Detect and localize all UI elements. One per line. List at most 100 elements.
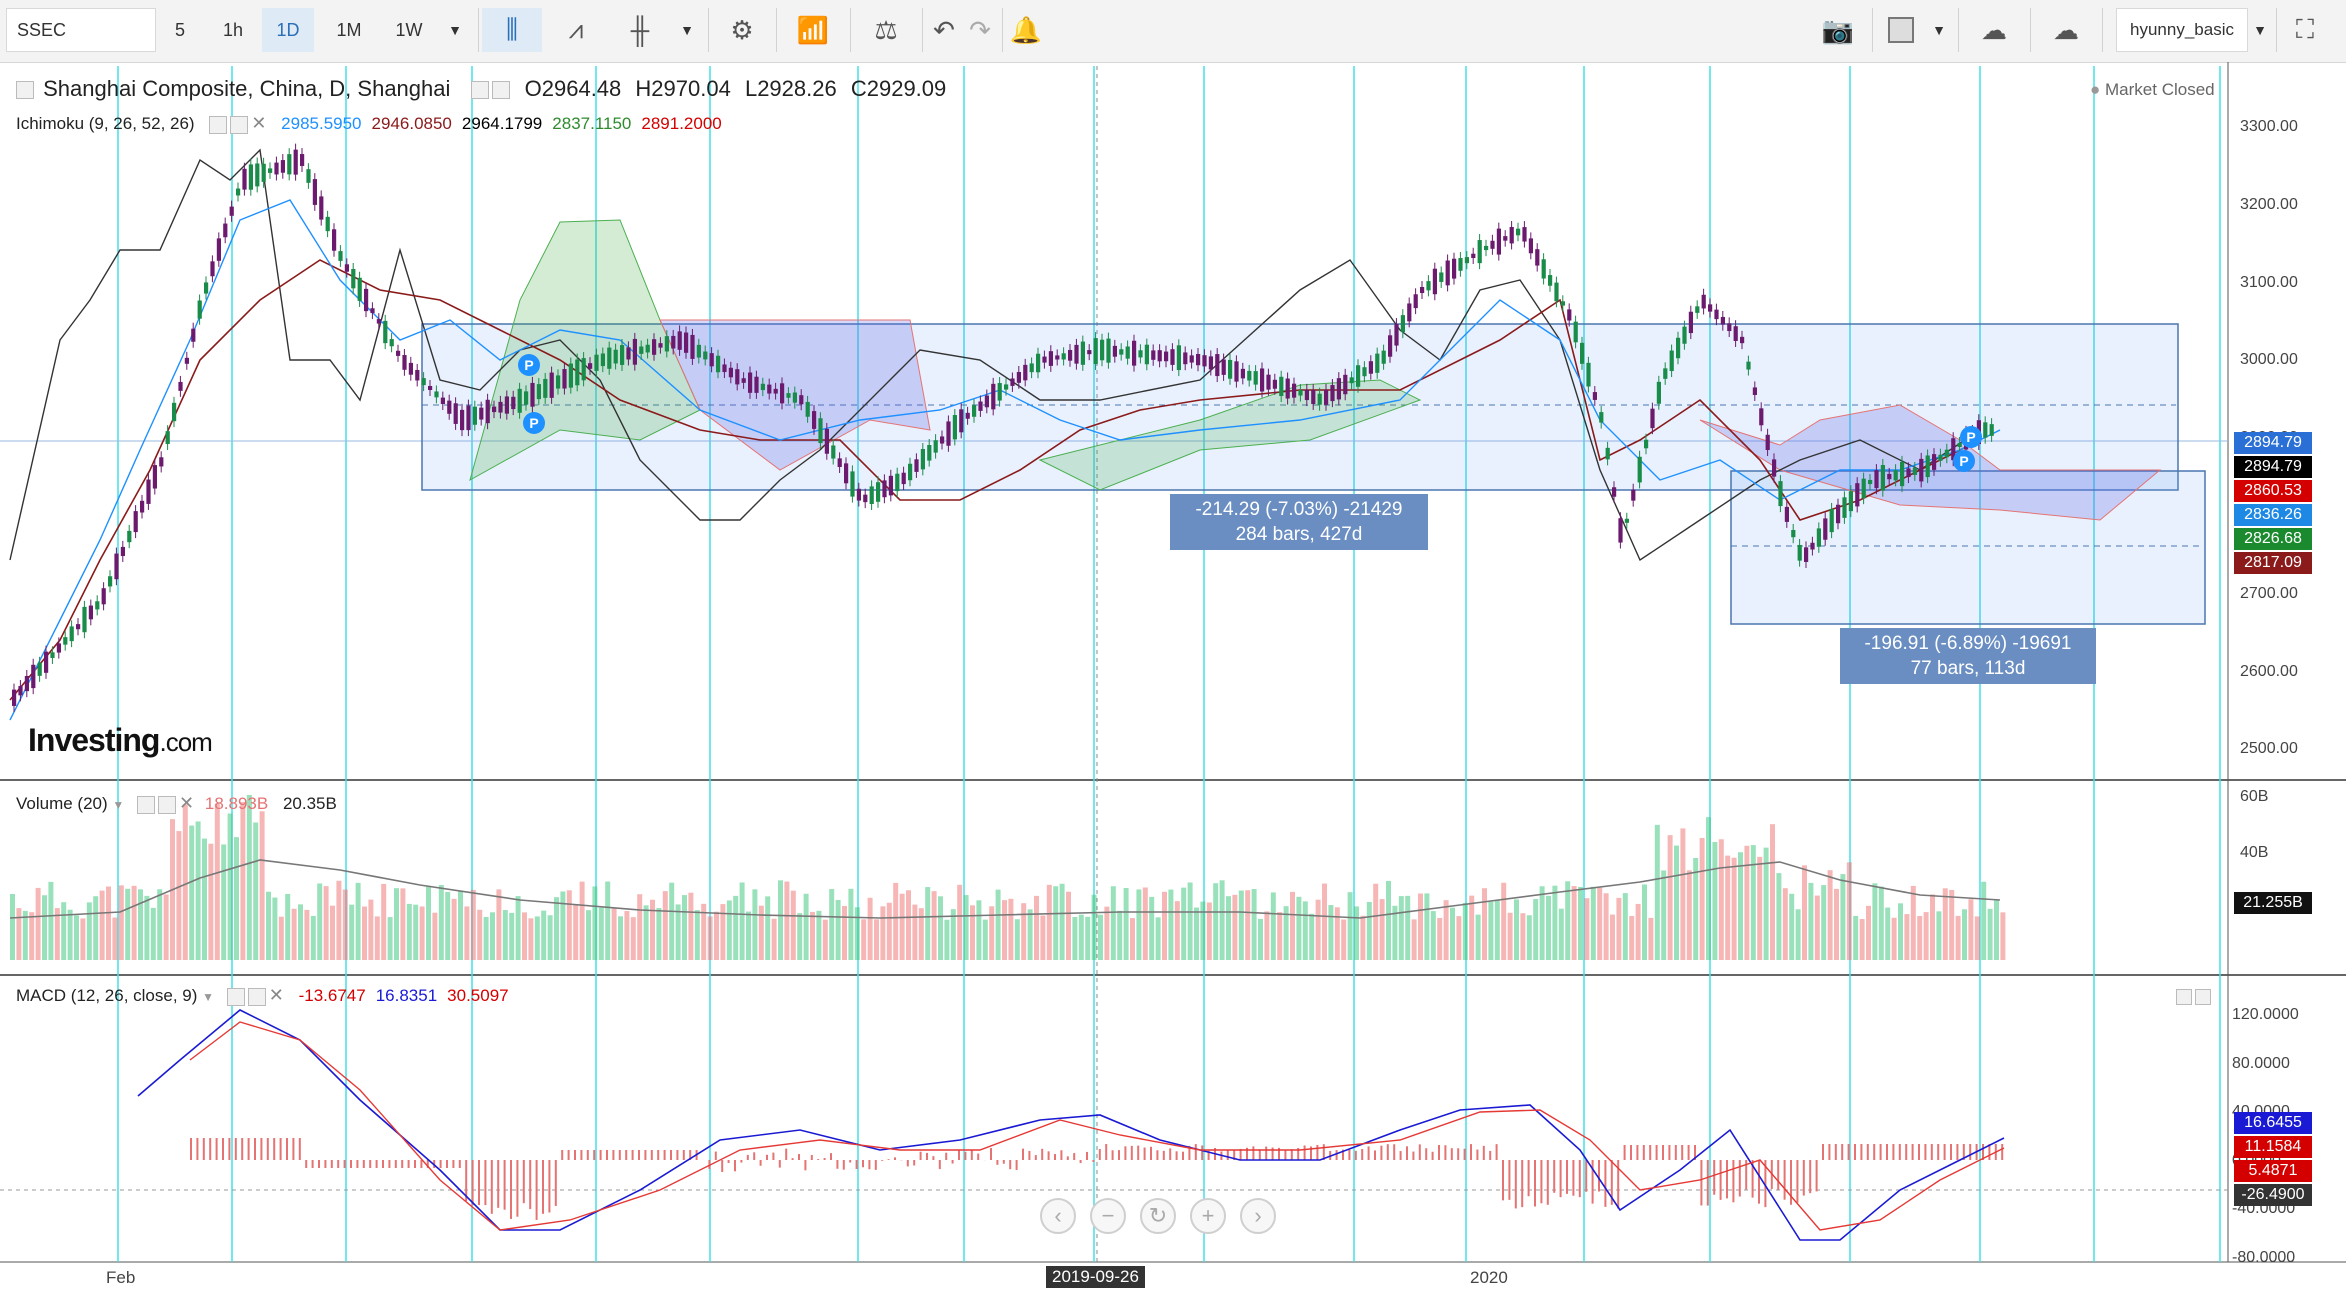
user-menu[interactable]: hyunny_basic <box>2116 8 2248 52</box>
candles-chart-icon[interactable]: ⫼ <box>482 8 542 52</box>
macd-histogram-bar <box>1617 1160 1620 1209</box>
macd-histogram-bar <box>1642 1145 1645 1160</box>
compare-scale-icon[interactable]: ⚖ <box>874 14 898 45</box>
macd-menu-icon[interactable]: ▼ <box>202 990 215 1004</box>
candle-body <box>1420 287 1425 293</box>
candle-body <box>1842 497 1847 518</box>
volume-bar <box>1962 909 1967 960</box>
candle-body <box>511 396 516 410</box>
user-dropdown-icon[interactable]: ▼ <box>2253 22 2267 38</box>
p-marker[interactable]: P <box>523 412 545 434</box>
macd-histogram-bar <box>849 1160 852 1163</box>
macd-controls[interactable]: ✕ <box>226 985 284 1006</box>
macd-histogram-bar <box>836 1160 839 1169</box>
ichimoku-controls[interactable]: ✕ <box>209 113 266 134</box>
interval-dropdown-icon[interactable]: ▼ <box>448 22 462 38</box>
volume-bar <box>829 889 835 960</box>
collapse-icon[interactable] <box>16 81 34 100</box>
volume-bar <box>906 890 911 960</box>
volume-bar <box>1846 862 1852 960</box>
pane-arrows[interactable] <box>2176 988 2214 1006</box>
scroll-right-button[interactable]: › <box>1240 1198 1276 1234</box>
volume-menu-icon[interactable]: ▼ <box>112 798 125 812</box>
candle-body <box>1612 487 1617 497</box>
zoom-in-button[interactable]: + <box>1190 1198 1226 1234</box>
undo-icon[interactable]: ↶ <box>933 14 955 45</box>
p-marker[interactable]: P <box>1960 426 1982 448</box>
fullscreen-square-icon[interactable] <box>1876 8 1926 52</box>
chart-type-dropdown-icon[interactable]: ▼ <box>680 22 694 38</box>
volume-bar <box>1392 905 1398 960</box>
macd-histogram-bar <box>426 1160 429 1168</box>
bars-chart-icon[interactable]: ╫ <box>630 14 650 45</box>
candle-body <box>1599 412 1604 423</box>
volume-bar <box>99 890 105 960</box>
ohlc-open: O2964.48 <box>524 76 622 101</box>
interval-1d[interactable]: 1D <box>262 8 314 52</box>
macd-histogram-bar <box>1175 1151 1178 1160</box>
volume-bar <box>419 906 425 960</box>
candle-body <box>1023 364 1028 381</box>
alert-bell-icon[interactable]: 🔔 <box>1009 14 1043 45</box>
candle-body <box>485 399 490 424</box>
volume-bar <box>445 891 451 960</box>
macd-histogram-bar <box>465 1160 468 1201</box>
candle-body <box>1151 350 1156 360</box>
volume-bar <box>1795 909 1801 960</box>
expand-icon[interactable]: ⛶ <box>2295 14 2315 44</box>
volume-bar <box>1923 912 1929 960</box>
layout-dropdown-icon[interactable]: ▼ <box>1932 22 1946 38</box>
redo-icon[interactable]: ↷ <box>969 14 991 45</box>
camera-snapshot-icon[interactable]: 📷 <box>1821 14 1855 45</box>
volume-bar <box>746 911 751 960</box>
macd-histogram-bar <box>778 1160 781 1168</box>
legend-controls[interactable] <box>470 76 513 101</box>
macd-histogram-bar <box>804 1160 807 1171</box>
volume-bar <box>995 889 1001 960</box>
cloud-load-icon[interactable]: ☁ <box>2053 14 2079 45</box>
candle-body <box>805 401 810 417</box>
zoom-out-button[interactable]: − <box>1090 1198 1126 1234</box>
symbol-input[interactable]: SSEC <box>6 8 156 52</box>
volume-bar <box>1456 916 1462 960</box>
volume-bar <box>1610 914 1615 960</box>
p-marker[interactable]: P <box>518 354 540 376</box>
reset-button[interactable]: ↻ <box>1140 1198 1176 1234</box>
volume-bar <box>1334 907 1340 960</box>
macd-histogram-bar <box>791 1158 794 1160</box>
volume-bar <box>1706 817 1711 960</box>
candle-body <box>1125 346 1130 359</box>
interval-1h[interactable]: 1h <box>222 19 244 40</box>
candle-body <box>1157 350 1162 362</box>
macd-histogram-bar <box>1233 1150 1236 1160</box>
interval-1w[interactable]: 1W <box>395 19 423 40</box>
candle-body <box>338 251 343 261</box>
macd-histogram-bar <box>1649 1145 1652 1160</box>
candle-body <box>152 465 157 489</box>
volume-bar <box>714 911 719 960</box>
volume-bar <box>144 895 150 960</box>
indicators-icon[interactable]: 📶 <box>796 14 830 45</box>
chart-canvas[interactable] <box>0 62 2346 1304</box>
chart-area[interactable] <box>0 62 2346 1304</box>
line-chart-icon[interactable]: ⩘ <box>568 14 584 44</box>
macd-histogram-bar <box>382 1160 384 1168</box>
macd-histogram-bar <box>1751 1160 1754 1198</box>
scroll-left-button[interactable]: ‹ <box>1040 1198 1076 1234</box>
candle-body <box>56 643 61 653</box>
macd-histogram-bar <box>1777 1160 1780 1190</box>
volume-bar <box>931 891 937 960</box>
candle-body <box>1292 383 1297 398</box>
interval-5[interactable]: 5 <box>174 19 185 40</box>
interval-1m[interactable]: 1M <box>336 19 362 40</box>
candle-body <box>428 385 433 391</box>
volume-controls[interactable]: ✕ <box>137 793 194 814</box>
cloud-save-icon[interactable]: ☁ <box>1981 14 2007 45</box>
candle-body <box>197 300 202 319</box>
candle-body <box>1375 353 1380 373</box>
volume-bar <box>1322 883 1327 960</box>
measure-tooltip-1: -214.29 (-7.03%) -21429 284 bars, 427d <box>1170 494 1428 550</box>
settings-gear-icon[interactable]: ⚙ <box>730 14 754 45</box>
p-marker[interactable]: P <box>1953 450 1975 472</box>
candle-body <box>920 449 925 470</box>
